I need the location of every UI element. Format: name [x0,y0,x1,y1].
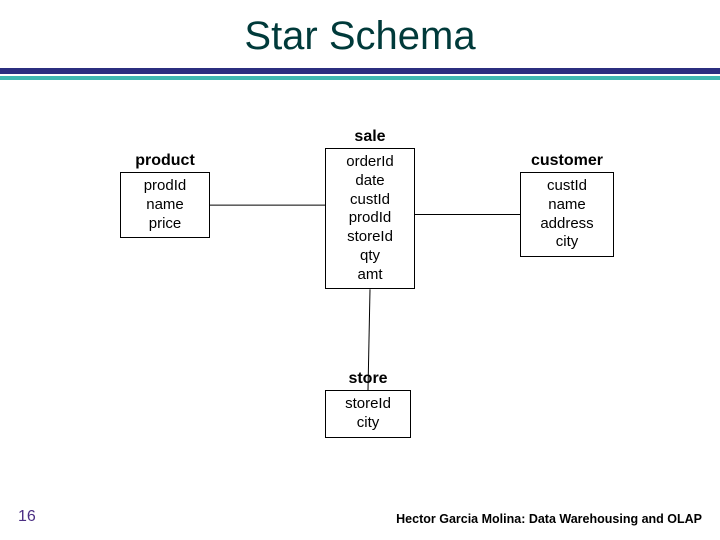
slide: Star Schema product prodId name price sa… [0,0,720,540]
attr: qty [336,247,404,266]
attr: city [336,414,400,433]
divider-rule-dark [0,68,720,74]
attr: price [131,215,199,234]
entity-store-box: storeId city [325,390,411,438]
attr: name [531,196,603,215]
entity-store: store storeId city [325,370,411,438]
entity-customer-box: custId name address city [520,172,614,257]
entity-customer-name: customer [520,152,614,170]
attr: custId [336,191,404,210]
attr: amt [336,266,404,285]
entity-product-name: product [120,152,210,170]
er-diagram: product prodId name price sale orderId d… [0,110,720,480]
entity-customer: customer custId name address city [520,152,614,257]
attr: prodId [131,177,199,196]
entity-store-name: store [325,370,411,388]
attr: date [336,172,404,191]
footer-text: Hector Garcia Molina: Data Warehousing a… [396,512,702,526]
attr: prodId [336,209,404,228]
page-number: 16 [18,508,36,526]
attr: custId [531,177,603,196]
entity-product-box: prodId name price [120,172,210,238]
page-title: Star Schema [0,14,720,59]
attr: city [531,233,603,252]
attr: storeId [336,228,404,247]
entity-sale-box: orderId date custId prodId storeId qty a… [325,148,415,289]
attr: address [531,215,603,234]
entity-sale: sale orderId date custId prodId storeId … [325,128,415,289]
divider-rule-light [0,76,720,80]
entity-sale-name: sale [325,128,415,146]
entity-product: product prodId name price [120,152,210,238]
attr: storeId [336,395,400,414]
attr: name [131,196,199,215]
attr: orderId [336,153,404,172]
